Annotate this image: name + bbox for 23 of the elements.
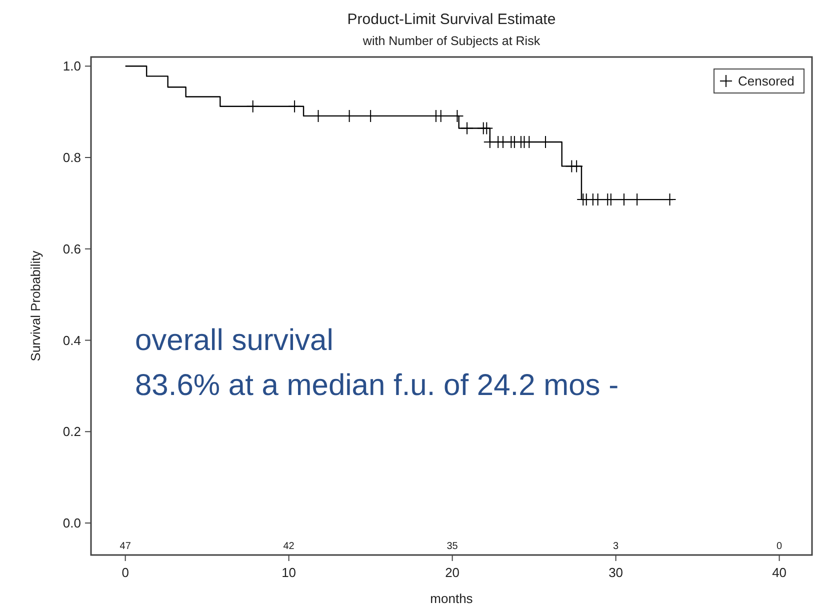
y-axis-title: Survival Probability xyxy=(28,250,43,362)
annotation: overall survival xyxy=(135,324,334,357)
y-tick-label: 0.8 xyxy=(62,150,81,166)
legend-label: Censored xyxy=(738,74,794,89)
y-tick-label: 0.0 xyxy=(62,516,81,531)
x-tick-label: 40 xyxy=(772,565,787,580)
annotation: 47 xyxy=(120,541,132,552)
y-tick-label: 0.6 xyxy=(62,241,81,256)
x-tick-label: 10 xyxy=(282,565,296,580)
annotation: 35 xyxy=(446,541,458,552)
chart-subtitle: with Number of Subjects at Risk xyxy=(362,34,541,48)
y-tick-label: 0.2 xyxy=(62,424,81,440)
x-axis-title: months xyxy=(430,591,474,606)
y-tick-label: 0.4 xyxy=(62,332,81,348)
x-tick-label: 0 xyxy=(122,565,129,580)
chart-title: Product-Limit Survival Estimate xyxy=(347,11,556,28)
y-tick-label: 1.0 xyxy=(62,58,81,74)
x-tick-label: 20 xyxy=(445,565,460,580)
annotation: 3 xyxy=(613,541,620,552)
annotation: 83.6% at a median f.u. of 24.2 mos - xyxy=(135,369,619,402)
annotation: 42 xyxy=(283,541,295,552)
annotation: 0 xyxy=(776,541,783,552)
x-tick-label: 30 xyxy=(608,565,624,580)
